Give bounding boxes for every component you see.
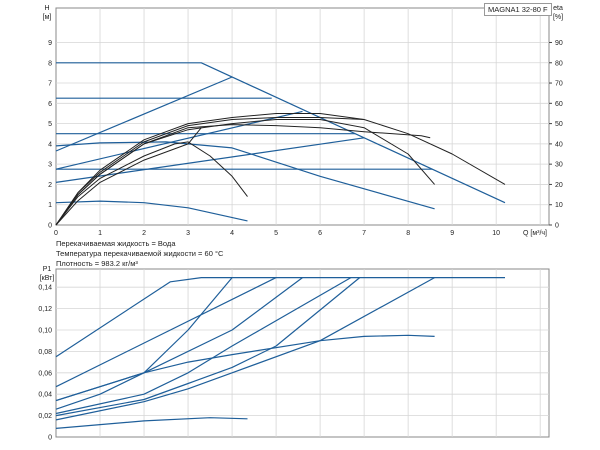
y2-axis-label: eta	[553, 5, 563, 12]
efficiency-curve	[55, 124, 431, 226]
y-tick-label: 0	[48, 435, 52, 442]
y-tick-label: 1	[48, 202, 52, 209]
power-curve	[55, 417, 248, 429]
head-curve	[56, 62, 506, 204]
y-tick-label: 0,06	[38, 370, 52, 377]
y-tick-label: 9	[48, 40, 52, 47]
note-liquid: Перекачиваемая жидкость = Вода	[56, 239, 176, 248]
y2-tick-label: 60	[555, 101, 563, 108]
y-tick-label: 8	[48, 60, 52, 67]
y-axis-label: H	[44, 5, 49, 12]
y2-tick-label: 20	[555, 182, 563, 189]
y-tick-label: 6	[48, 101, 52, 108]
note-temperature: Температура перекачиваемой жидкости = 60…	[56, 249, 224, 258]
y2-tick-label: 30	[555, 162, 563, 169]
y-axis-label: [кВт]	[40, 275, 55, 282]
power-curve	[55, 277, 435, 421]
y2-tick-label: 10	[555, 202, 563, 209]
y-tick-label: 0,02	[38, 413, 52, 420]
head-curve	[55, 76, 233, 152]
y2-axis-label: [%]	[553, 14, 563, 21]
efficiency-curve	[55, 117, 365, 226]
y-axis-label: P1	[43, 266, 52, 273]
y-tick-label: 0,04	[38, 392, 52, 399]
power-curve	[55, 277, 361, 417]
power-curve	[55, 277, 505, 358]
y-tick-label: 5	[48, 121, 52, 128]
y2-tick-label: 50	[555, 121, 563, 128]
y2-tick-label: 40	[555, 141, 563, 148]
y-tick-label: 0,14	[38, 285, 52, 292]
x-tick-label: 5	[274, 230, 278, 237]
x-tick-label: 6	[318, 230, 322, 237]
efficiency-curve	[55, 113, 506, 226]
power-curve	[55, 277, 352, 415]
plot-area	[55, 268, 550, 438]
y-tick-label: 0,08	[38, 349, 52, 356]
x-tick-label: 3	[186, 230, 190, 237]
x-tick-label: 2	[142, 230, 146, 237]
x-tick-label: 0	[54, 230, 58, 237]
y-tick-label: 0	[48, 223, 52, 230]
y2-tick-label: 90	[555, 40, 563, 47]
y-tick-label: 0,12	[38, 306, 52, 313]
x-tick-label: 9	[450, 230, 454, 237]
efficiency-curve	[55, 127, 202, 226]
y2-tick-label: 70	[555, 81, 563, 88]
model-label: MAGNA1 32-80 F	[484, 3, 552, 16]
x-tick-label: 4	[230, 230, 234, 237]
y2-tick-label: 80	[555, 60, 563, 67]
y-tick-label: 3	[48, 162, 52, 169]
power-curve	[55, 334, 435, 402]
y-axis-label: [м]	[43, 14, 52, 21]
note-density: Плотность = 983.2 кг/м³	[56, 259, 138, 268]
head-curve	[55, 141, 435, 210]
efficiency-curve	[55, 141, 248, 226]
x-tick-label: 10	[492, 230, 500, 237]
power-curve	[55, 277, 277, 388]
y-tick-label: 0,10	[38, 327, 52, 334]
y-tick-label: 2	[48, 182, 52, 189]
x-axis-label: Q [м³/ч]	[523, 230, 547, 237]
x-tick-label: 8	[406, 230, 410, 237]
x-tick-label: 1	[98, 230, 102, 237]
y-tick-label: 7	[48, 81, 52, 88]
head-curve	[55, 200, 248, 222]
y-tick-label: 4	[48, 141, 52, 148]
x-tick-label: 7	[362, 230, 366, 237]
y2-tick-label: 0	[555, 223, 559, 230]
plot-area	[55, 7, 550, 226]
